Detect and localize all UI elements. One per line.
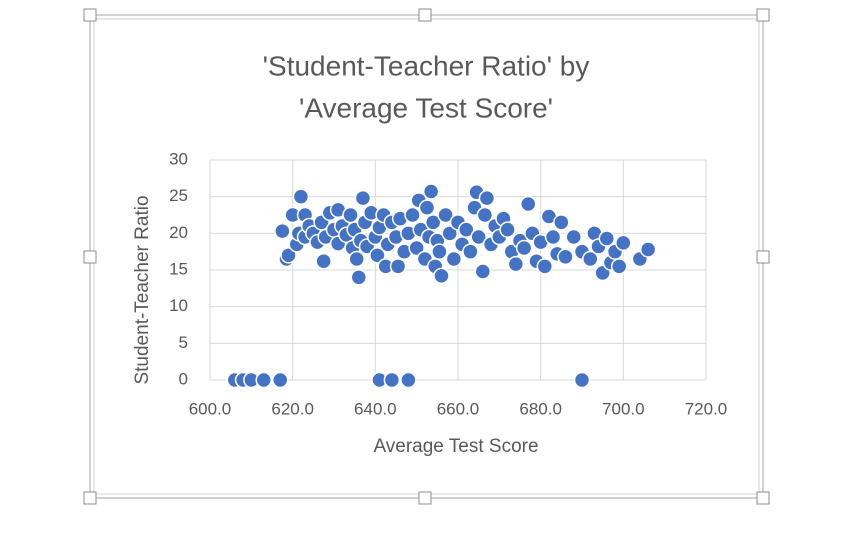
y-tick-label: 0 <box>179 369 188 388</box>
point <box>280 247 297 264</box>
point <box>582 250 599 268</box>
point <box>474 263 492 280</box>
x-tick-label: 660.0 <box>437 399 480 418</box>
handle[interactable] <box>756 8 770 22</box>
chart-title: 'Average Test Score' <box>299 92 553 123</box>
x-tick-label: 640.0 <box>354 399 397 418</box>
point <box>598 230 616 247</box>
x-tick-label: 620.0 <box>271 399 314 418</box>
y-axis-label: Student-Teacher Ratio <box>132 195 153 384</box>
point <box>433 267 450 285</box>
point <box>478 189 496 207</box>
point <box>557 248 574 266</box>
point <box>470 228 487 246</box>
handle[interactable] <box>756 250 770 264</box>
point <box>431 243 448 260</box>
point <box>274 222 291 240</box>
point <box>458 221 475 238</box>
point <box>553 214 570 231</box>
handle[interactable] <box>418 491 432 505</box>
point <box>369 247 386 264</box>
point <box>515 239 533 257</box>
x-tick-label: 700.0 <box>602 399 645 418</box>
point <box>272 371 289 389</box>
point <box>404 206 421 224</box>
y-tick-label: 5 <box>179 333 188 352</box>
y-tick-label: 20 <box>169 223 188 242</box>
resize-handles[interactable] <box>83 8 770 505</box>
point <box>350 269 368 286</box>
point <box>441 225 458 242</box>
handle[interactable] <box>418 8 432 22</box>
point <box>507 255 525 273</box>
point <box>499 221 516 238</box>
handle[interactable] <box>83 250 97 264</box>
point <box>255 371 272 389</box>
point <box>400 371 417 389</box>
x-tick-label: 720.0 <box>685 399 728 418</box>
handle[interactable] <box>83 491 97 505</box>
x-tick-label: 680.0 <box>519 399 562 418</box>
point <box>422 183 440 200</box>
handle[interactable] <box>83 8 97 22</box>
x-axis-label: Average Test Score <box>373 436 538 457</box>
point <box>348 250 365 268</box>
point <box>383 371 401 389</box>
point <box>354 189 372 207</box>
point <box>544 228 562 246</box>
y-tick-label: 25 <box>169 186 188 205</box>
point <box>418 199 436 216</box>
point <box>342 206 359 224</box>
point <box>610 258 628 275</box>
handle[interactable] <box>756 491 770 505</box>
point <box>437 206 454 224</box>
point <box>573 371 591 389</box>
point <box>315 252 332 270</box>
point <box>424 214 442 231</box>
point <box>639 241 657 258</box>
point <box>462 243 479 260</box>
point <box>476 206 494 224</box>
y-tick-label: 30 <box>169 149 188 168</box>
point <box>536 258 554 275</box>
point <box>615 234 632 252</box>
x-tick-label: 600.0 <box>189 399 232 418</box>
point <box>292 188 310 205</box>
chart-title: 'Student-Teacher Ratio' by <box>263 50 590 81</box>
y-tick-label: 15 <box>169 259 188 278</box>
point <box>520 195 537 213</box>
y-tick-label: 10 <box>169 296 188 315</box>
point <box>565 228 582 246</box>
point <box>408 239 425 257</box>
point <box>389 258 407 275</box>
point <box>445 250 463 268</box>
